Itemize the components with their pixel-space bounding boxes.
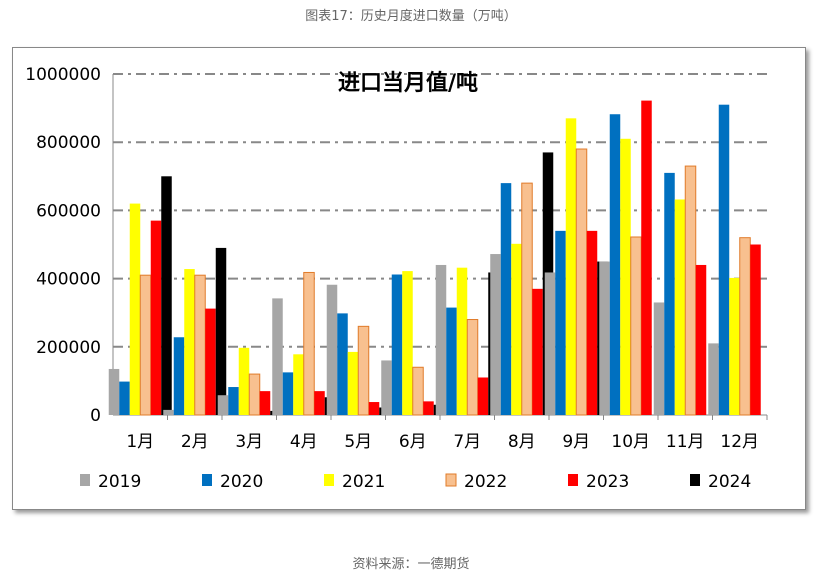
bar-2019-4月 — [272, 298, 283, 415]
y-tick-label: 0 — [90, 406, 101, 426]
bar-2019-9月 — [544, 272, 556, 415]
x-tick-label: 8月 — [508, 432, 536, 452]
bar-2022-11月 — [684, 165, 697, 416]
x-tick-label: 9月 — [562, 432, 590, 452]
bar-2019-7月 — [435, 264, 447, 415]
bar-2019-3月 — [217, 395, 229, 415]
x-tick-label: 5月 — [344, 432, 372, 452]
legend-label: 2021 — [342, 472, 385, 492]
bar-2020-6月 — [391, 274, 403, 415]
bar-2019-2月 — [163, 409, 174, 415]
bar-2022-6月 — [412, 366, 424, 416]
x-tick-label: 4月 — [290, 432, 318, 452]
bar-2021-2月 — [184, 269, 195, 415]
bar-2019-11月 — [653, 302, 665, 415]
bar-2021-12月 — [729, 277, 740, 415]
bar-2022-9月 — [575, 148, 588, 416]
bar-2019-12月 — [708, 343, 719, 415]
bar-2019-1月 — [108, 368, 120, 415]
legend-swatch-2024 — [690, 474, 700, 486]
bar-2022-1月 — [139, 274, 152, 416]
bar-2021-4月 — [293, 354, 304, 415]
bar-2019-5月 — [326, 284, 338, 415]
bar-2020-9月 — [555, 230, 566, 415]
y-tick-label: 600000 — [36, 201, 101, 221]
bar-2020-2月 — [173, 337, 185, 415]
y-tick-label: 1000000 — [25, 65, 101, 85]
y-tick-label: 400000 — [36, 270, 101, 290]
bar-2020-4月 — [282, 372, 294, 415]
bar-2024-2月 — [215, 247, 227, 415]
figure-caption: 图表17：历史月度进口数量（万吨） — [305, 9, 517, 24]
legend-swatch-2022 — [445, 473, 457, 487]
bar-2021-6月 — [402, 271, 413, 415]
bar-2021-8月 — [511, 243, 522, 415]
x-tick-label: 11月 — [666, 432, 705, 452]
x-tick-label: 2月 — [181, 432, 209, 452]
legend-label: 2024 — [708, 472, 751, 492]
bar-2021-10月 — [620, 138, 631, 416]
bar-2023-12月 — [750, 244, 761, 415]
bar-2022-2月 — [194, 274, 206, 416]
bar-2023-5月 — [368, 402, 380, 415]
bar-2020-8月 — [500, 183, 512, 415]
x-tick-label: 7月 — [453, 432, 481, 452]
bar-2019-8月 — [490, 254, 501, 415]
bar-2023-4月 — [314, 391, 325, 415]
bar-2020-10月 — [609, 114, 621, 415]
legend-swatch-2019 — [80, 474, 90, 486]
bar-2020-3月 — [228, 387, 239, 415]
x-tick-label: 1月 — [126, 432, 154, 452]
bar-2022-7月 — [466, 319, 479, 416]
bar-2023-3月 — [259, 391, 271, 415]
bar-2023-6月 — [423, 401, 434, 415]
bar-2023-7月 — [477, 377, 489, 415]
bar-2019-6月 — [381, 360, 392, 415]
bar-2021-3月 — [238, 347, 250, 415]
bar-2021-9月 — [565, 118, 577, 415]
bar-2024-1月 — [161, 176, 172, 415]
bar-2023-10月 — [641, 100, 652, 416]
x-tick-label: 10月 — [611, 432, 650, 452]
bar-2023-9月 — [586, 230, 598, 415]
bar-2023-2月 — [205, 308, 216, 415]
legend-swatch-2023 — [568, 474, 578, 486]
x-tick-label: 3月 — [235, 432, 263, 452]
bar-2021-7月 — [456, 267, 468, 415]
bar-2022-8月 — [521, 182, 533, 416]
bar-2021-1月 — [129, 203, 141, 415]
legend-label: 2019 — [98, 472, 141, 492]
bar-2020-12月 — [718, 104, 730, 415]
bar-2020-11月 — [664, 172, 675, 415]
bar-2019-10月 — [599, 261, 610, 415]
source-note: 资料来源：一德期货 — [352, 557, 470, 572]
bar-2020-1月 — [119, 381, 130, 415]
legend-swatch-2021 — [324, 474, 334, 486]
bar-2022-5月 — [357, 325, 370, 416]
bar-2023-11月 — [695, 264, 707, 415]
bar-2022-4月 — [303, 271, 315, 416]
bar-2021-11月 — [674, 199, 686, 415]
bar-2022-12月 — [739, 237, 751, 416]
bar-2021-5月 — [347, 351, 359, 415]
legend-label: 2020 — [220, 472, 263, 492]
y-tick-label: 800000 — [36, 133, 101, 153]
legend-label: 2023 — [586, 472, 629, 492]
y-tick-label: 200000 — [36, 338, 101, 358]
x-tick-label: 6月 — [399, 432, 427, 452]
bar-2023-8月 — [532, 288, 543, 415]
legend-label: 2022 — [464, 472, 507, 492]
x-tick-label: 12月 — [720, 432, 759, 452]
bar-2020-7月 — [446, 307, 457, 415]
bar-2022-10月 — [630, 236, 642, 416]
bar-2022-3月 — [248, 373, 261, 416]
bar-2020-5月 — [337, 313, 348, 415]
chart-title: 进口当月值/吨 — [338, 70, 478, 96]
bar-2023-1月 — [150, 220, 162, 415]
legend-swatch-2020 — [202, 474, 212, 486]
